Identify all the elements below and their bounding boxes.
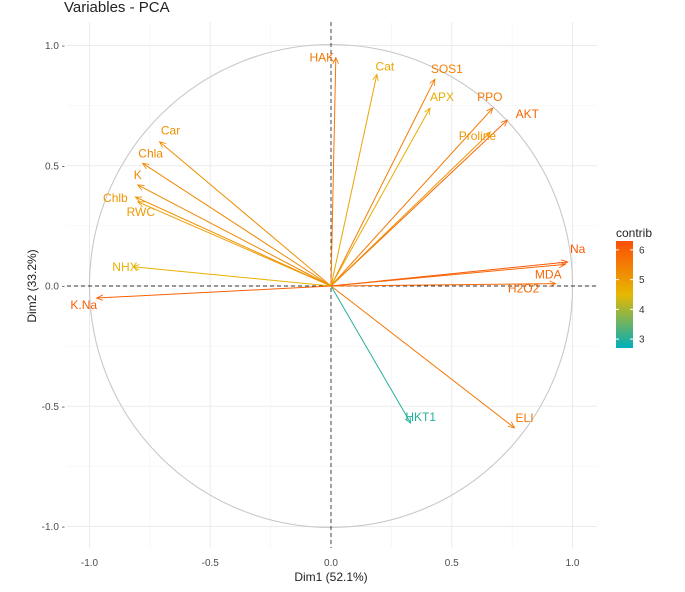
- arrow-car: [160, 142, 332, 287]
- x-tick-label: 1.0: [566, 558, 580, 569]
- arrow-apx: [330, 108, 430, 287]
- x-axis-title: Dim1 (52.1%): [294, 570, 367, 584]
- arrow-kna: [97, 285, 332, 298]
- variable-label: Chlb: [103, 191, 128, 205]
- variable-label: ELI: [516, 411, 534, 425]
- plot-panel: -1.0 -0.5 0.0 0.5 1.0 -1.0 - -0.5 - 0.0 - 0.5 - 1…: [42, 22, 597, 569]
- y-tick-label: 0.0 -: [45, 282, 65, 293]
- legend-tick-label: 4: [639, 305, 645, 316]
- y-tick-label: 0.5 -: [45, 161, 65, 172]
- legend-tick-label: 6: [639, 245, 645, 256]
- legend: contrib 3 4 5 6: [616, 226, 652, 348]
- y-axis-title: Dim2 (33.2%): [25, 249, 39, 322]
- arrow-h2o2: [330, 284, 556, 286]
- chart-title: Variables - PCA: [64, 0, 170, 16]
- arrow-chla: [143, 163, 332, 287]
- variable-label: APX: [430, 90, 454, 104]
- variable-label: RWC: [127, 205, 156, 219]
- arrow-hak: [330, 58, 336, 287]
- arrow-chlb: [135, 196, 332, 287]
- legend-colorbar: [616, 241, 633, 348]
- x-tick-label: -1.0: [81, 558, 99, 569]
- variable-label: Cat: [376, 59, 395, 73]
- x-tick-label: -0.5: [202, 558, 220, 569]
- x-tick-label: 0.0: [324, 558, 338, 569]
- variable-label: Chla: [138, 146, 163, 160]
- arrow-cat: [330, 74, 377, 287]
- variable-label: H2O2: [508, 282, 540, 296]
- variable-label: SOS1: [431, 62, 463, 76]
- arrow-sos1: [330, 79, 435, 287]
- y-tick-label: 1.0 -: [45, 41, 65, 52]
- variable-label: NHX: [112, 260, 137, 274]
- variable-label: K: [134, 168, 142, 182]
- variable-label: Proline: [459, 129, 497, 143]
- arrow-rwc: [138, 202, 332, 287]
- arrow-proline: [330, 132, 490, 287]
- variable-label: Car: [161, 124, 180, 138]
- arrow-hkt1: [330, 285, 411, 423]
- variable-label: AKT: [516, 107, 540, 121]
- legend-tick-label: 5: [639, 275, 645, 286]
- arrow-eli: [330, 285, 515, 428]
- variable-label: K.Na: [70, 298, 97, 312]
- variable-label: Na: [570, 242, 586, 256]
- legend-title: contrib: [616, 226, 652, 240]
- variable-label: HAK: [309, 51, 334, 65]
- y-tick-label: -1.0 -: [42, 522, 65, 533]
- arrow-nhx: [133, 267, 332, 287]
- arrow-akt: [330, 120, 507, 287]
- variable-label: MDA: [535, 267, 562, 281]
- arrow-k: [138, 185, 332, 287]
- variable-label: HKT1: [405, 410, 436, 424]
- arrow-mda: [330, 264, 565, 287]
- arrow-ppo: [330, 108, 493, 287]
- y-tick-label: -0.5 -: [42, 402, 65, 413]
- legend-tick-label: 3: [639, 335, 645, 346]
- variable-label: PPO: [477, 90, 502, 104]
- x-tick-label: 0.5: [445, 558, 459, 569]
